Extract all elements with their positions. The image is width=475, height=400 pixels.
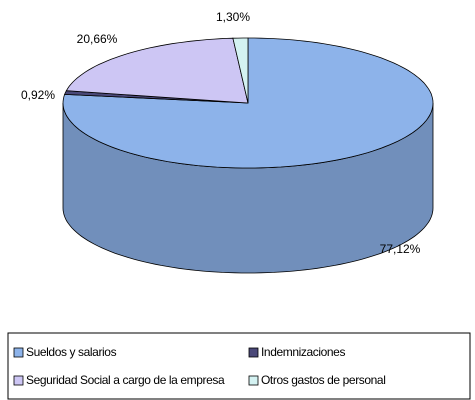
legend-label: Sueldos y salarios [26,345,117,359]
slice [232,37,249,104]
data-label: 20,66% [77,32,118,46]
legend-swatch [248,375,259,386]
slice [65,37,249,104]
data-label: 0,92% [21,88,55,102]
data-label: 77,12% [380,242,421,256]
legend-swatch [13,347,24,358]
legend-box [7,332,471,400]
legend-label: Otros gastos de personal [261,373,385,387]
legend-swatch [248,347,259,358]
legend-swatch [13,375,24,386]
data-label: 1,30% [216,10,250,24]
legend-label: Seguridad Social a cargo de la empresa [26,373,225,387]
legend-label: Indemnizaciones [261,345,345,359]
